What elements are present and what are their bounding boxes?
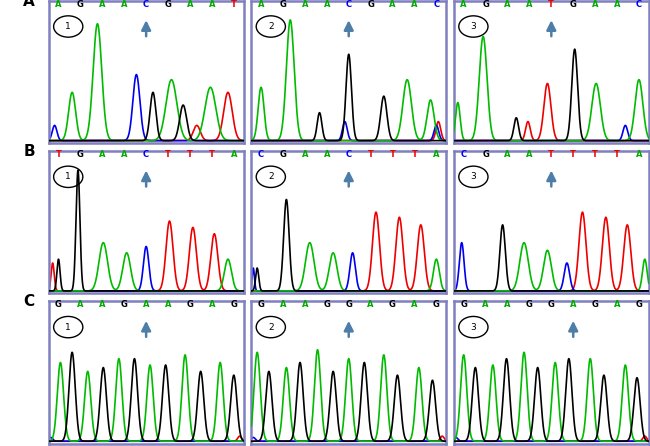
- Text: G: G: [548, 300, 554, 309]
- Text: G: G: [323, 300, 330, 309]
- Text: A: A: [526, 150, 532, 159]
- Text: G: G: [592, 300, 599, 309]
- Text: T: T: [614, 150, 620, 159]
- Text: A: A: [187, 0, 193, 8]
- Text: G: G: [367, 0, 374, 8]
- Text: C: C: [258, 150, 264, 159]
- Text: G: G: [77, 150, 84, 159]
- Text: A: A: [504, 150, 511, 159]
- Text: A: A: [55, 0, 62, 8]
- Text: A: A: [411, 0, 418, 8]
- Text: T: T: [165, 150, 171, 159]
- Text: C: C: [434, 0, 439, 8]
- Text: T: T: [187, 150, 193, 159]
- Text: C: C: [23, 294, 35, 310]
- Text: A: A: [636, 150, 642, 159]
- Text: G: G: [526, 300, 533, 309]
- Text: G: G: [164, 0, 172, 8]
- Text: A: A: [504, 300, 511, 309]
- Text: G: G: [345, 300, 352, 309]
- Text: T: T: [231, 0, 237, 8]
- Text: A: A: [99, 0, 105, 8]
- Text: A: A: [614, 0, 620, 8]
- Text: A: A: [99, 300, 105, 309]
- Text: B: B: [23, 144, 35, 159]
- Text: T: T: [389, 150, 395, 159]
- Text: A: A: [592, 0, 599, 8]
- Text: 3: 3: [471, 322, 476, 332]
- Text: A: A: [302, 150, 308, 159]
- Text: T: T: [368, 150, 374, 159]
- Text: A: A: [324, 150, 330, 159]
- Text: A: A: [504, 0, 511, 8]
- Text: T: T: [592, 150, 598, 159]
- Text: 1: 1: [66, 172, 71, 182]
- Text: A: A: [23, 0, 35, 9]
- Text: A: A: [614, 300, 620, 309]
- Text: G: G: [389, 300, 396, 309]
- Text: A: A: [121, 150, 127, 159]
- Text: G: G: [121, 300, 127, 309]
- Text: A: A: [367, 300, 374, 309]
- Text: A: A: [209, 0, 215, 8]
- Text: G: G: [257, 300, 265, 309]
- Text: A: A: [411, 300, 418, 309]
- Text: A: A: [389, 0, 396, 8]
- Text: A: A: [77, 300, 84, 309]
- Text: T: T: [549, 150, 554, 159]
- Text: G: G: [280, 0, 287, 8]
- Text: G: G: [230, 300, 237, 309]
- Text: A: A: [302, 300, 308, 309]
- Text: G: G: [187, 300, 194, 309]
- Text: A: A: [526, 0, 532, 8]
- Text: G: G: [482, 0, 489, 8]
- Text: 2: 2: [268, 22, 274, 31]
- Text: 3: 3: [471, 22, 476, 31]
- Text: G: G: [77, 0, 84, 8]
- Text: A: A: [280, 300, 286, 309]
- Text: T: T: [209, 150, 214, 159]
- Text: 1: 1: [66, 22, 71, 31]
- Text: A: A: [258, 0, 265, 8]
- Text: G: G: [570, 0, 577, 8]
- Text: A: A: [433, 150, 439, 159]
- Text: G: G: [482, 150, 489, 159]
- Text: T: T: [549, 0, 554, 8]
- Text: C: C: [143, 150, 150, 159]
- Text: A: A: [121, 0, 127, 8]
- Text: A: A: [324, 0, 330, 8]
- Text: A: A: [231, 150, 237, 159]
- Text: T: T: [570, 150, 576, 159]
- Text: C: C: [143, 0, 150, 8]
- Text: 3: 3: [471, 172, 476, 182]
- Text: A: A: [570, 300, 577, 309]
- Text: T: T: [411, 150, 417, 159]
- Text: C: C: [461, 150, 467, 159]
- Text: A: A: [99, 150, 105, 159]
- Text: 2: 2: [268, 322, 274, 332]
- Text: A: A: [143, 300, 150, 309]
- Text: A: A: [302, 0, 308, 8]
- Text: T: T: [55, 150, 62, 159]
- Text: G: G: [460, 300, 467, 309]
- Text: A: A: [460, 0, 467, 8]
- Text: G: G: [280, 150, 287, 159]
- Text: C: C: [346, 150, 352, 159]
- Text: 2: 2: [268, 172, 274, 182]
- Text: G: G: [636, 300, 642, 309]
- Text: C: C: [346, 0, 352, 8]
- Text: A: A: [209, 300, 215, 309]
- Text: A: A: [482, 300, 489, 309]
- Text: G: G: [433, 300, 440, 309]
- Text: 1: 1: [66, 322, 71, 332]
- Text: C: C: [636, 0, 642, 8]
- Text: G: G: [55, 300, 62, 309]
- Text: A: A: [165, 300, 172, 309]
